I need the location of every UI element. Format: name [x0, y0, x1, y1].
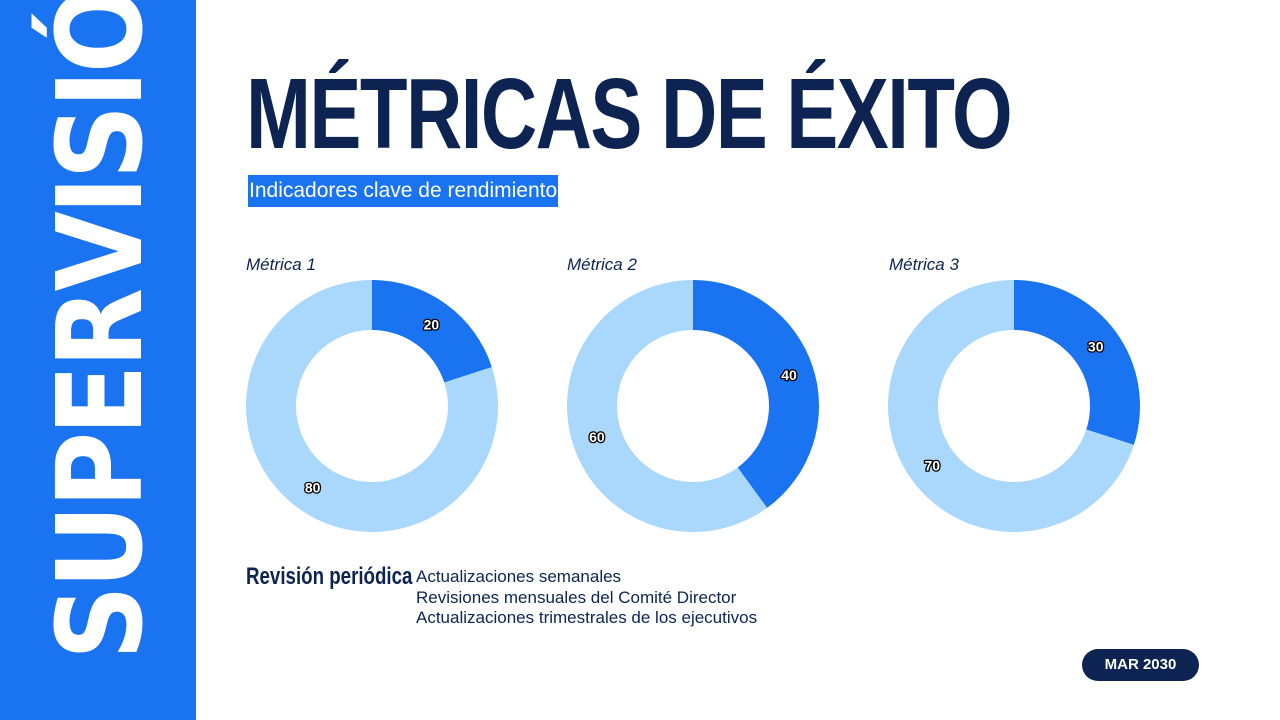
donut-slice — [1014, 280, 1140, 445]
page-subtitle: Indicadores clave de rendimiento — [248, 175, 559, 207]
side-band — [0, 0, 196, 720]
metric-1-label: Métrica 1 — [246, 255, 316, 274]
donut-value-label: 20 — [424, 316, 440, 332]
review-item: Actualizaciones semanales — [416, 567, 622, 586]
donut-slice — [567, 280, 768, 532]
donut-value-label: 70 — [925, 457, 941, 473]
donut-chart-3: 30 70 — [888, 280, 1140, 532]
donut-slice — [693, 280, 819, 508]
date-badge: MAR 2030 — [1082, 649, 1199, 681]
review-heading: Revisión periódica — [246, 563, 413, 590]
donut-value-label: 40 — [781, 367, 797, 383]
donut-slice — [245, 280, 498, 532]
vertical-title: SUPERVISIÓN — [31, 0, 169, 660]
donut-slice — [888, 280, 1134, 532]
review-list: Actualizaciones semanales Revisiones men… — [416, 567, 757, 629]
metric-3-label: Métrica 3 — [889, 255, 959, 274]
donut-value-label: 80 — [305, 480, 321, 496]
review-item: Revisiones mensuales del Comité Director — [416, 587, 737, 607]
donut-value-label: 60 — [589, 429, 605, 445]
donut-chart-2: 40 60 — [567, 280, 819, 532]
page-title: MÉTRICAS DE ÉXITO — [246, 58, 1013, 170]
metric-2-label: Métrica 2 — [567, 255, 637, 274]
review-item: Actualizaciones trimestrales de los ejec… — [416, 608, 758, 627]
donut-slice — [372, 280, 492, 383]
donut-value-label: 30 — [1088, 339, 1104, 355]
